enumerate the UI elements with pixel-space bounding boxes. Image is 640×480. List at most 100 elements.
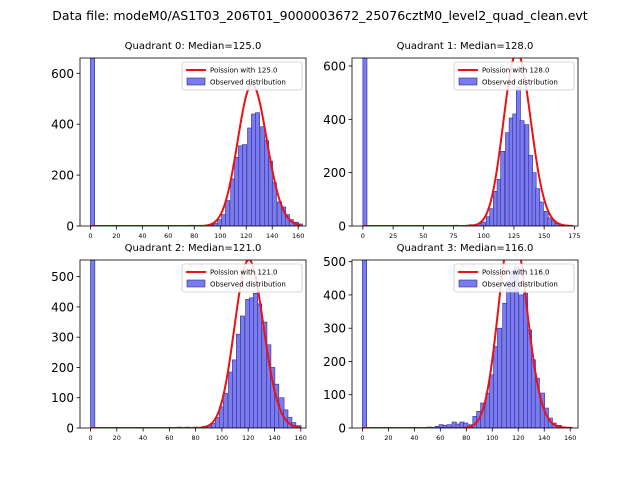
- x-tick-label: 0: [88, 434, 92, 442]
- x-tick-label: 160: [292, 232, 304, 240]
- subplot-quadrant-2: Quadrant 2: Median=121.0 0 20 40 60 80 100 120 1…: [51, 243, 307, 442]
- x-tick-label: 80: [190, 232, 198, 240]
- y-tick-label: 0: [338, 220, 346, 234]
- poisson-curve: [362, 260, 573, 428]
- subplot-quadrant-3: Quadrant 3: Median=116.0 0 20 40 60 80 100 120 1…: [323, 243, 579, 442]
- legend-observed-swatch: [186, 279, 206, 288]
- x-tick-label: 120: [512, 434, 524, 442]
- subplot-title: Quadrant 2: Median=121.0: [125, 243, 262, 254]
- y-tick-label: 400: [323, 288, 346, 302]
- x-tick-label: 120: [240, 232, 252, 240]
- y-tick-label: 200: [51, 169, 74, 183]
- x-tick-label: 125: [508, 232, 520, 240]
- x-tick-label: 160: [295, 434, 307, 442]
- subplot-title: Quadrant 3: Median=116.0: [397, 243, 534, 254]
- legend-poisson-label: Poission with 128.0: [482, 67, 550, 75]
- legend-box: [181, 263, 303, 293]
- subplot-title: Quadrant 0: Median=125.0: [125, 41, 262, 52]
- x-tick-label: 40: [138, 232, 146, 240]
- y-tick-label: 400: [51, 300, 74, 314]
- legend-observed-label: Observed distribution: [210, 281, 286, 289]
- subplot-quadrant-0: Quadrant 0: Median=125.0 0 20 40 60 80 100 120 1…: [51, 41, 307, 240]
- histogram-bars: [90, 58, 303, 226]
- axes-frame: [351, 57, 579, 227]
- y-tick-label: 0: [66, 422, 74, 436]
- histogram-bar: [497, 327, 503, 428]
- y-tick-label: 500: [51, 270, 74, 284]
- x-tick-label: 60: [164, 232, 172, 240]
- subplot-quadrant-1: Quadrant 1: Median=128.0 0 25 50 75 100 125 150…: [323, 41, 580, 240]
- y-tick-label: 600: [323, 60, 346, 74]
- y-tick-label: 300: [51, 331, 74, 345]
- histogram-bars: [90, 260, 302, 428]
- x-tick-label: 160: [564, 434, 576, 442]
- legend-poisson-label: Poission with 125.0: [210, 67, 278, 75]
- y-tick-label: 200: [51, 361, 74, 375]
- legend-observed-swatch: [458, 77, 478, 86]
- axes-frame: [79, 259, 307, 429]
- histogram-bar: [500, 151, 506, 226]
- x-tick-label: 140: [538, 434, 550, 442]
- histogram-bar: [222, 392, 228, 428]
- histogram-bar: [242, 144, 247, 226]
- legend-observed-label: Observed distribution: [210, 79, 286, 87]
- y-tick-label: 300: [323, 322, 346, 336]
- x-tick-label: 150: [538, 232, 550, 240]
- x-tick-label: 100: [486, 434, 498, 442]
- x-tick-label: 100: [216, 434, 228, 442]
- y-tick-label: 400: [323, 113, 346, 127]
- x-tick-label: 20: [112, 232, 120, 240]
- subplot-title: Quadrant 1: Median=128.0: [397, 41, 534, 52]
- legend-observed-swatch: [458, 279, 478, 288]
- legend-observed-label: Observed distribution: [482, 281, 558, 289]
- x-tick-label: 140: [268, 434, 280, 442]
- histogram-bar: [519, 120, 525, 226]
- x-tick-label: 0: [88, 232, 92, 240]
- x-tick-label: 100: [214, 232, 226, 240]
- x-tick-label: 50: [419, 232, 427, 240]
- y-tick-label: 0: [338, 422, 346, 436]
- legend: Poission with 121.0 Observed distribution: [181, 263, 303, 293]
- x-tick-label: 25: [389, 232, 397, 240]
- legend-observed-swatch: [186, 77, 206, 86]
- legend-poisson-label: Poission with 116.0: [482, 269, 550, 277]
- axes-frame: [79, 57, 307, 227]
- axes-frame: [351, 259, 579, 429]
- x-tick-label: 60: [436, 434, 444, 442]
- histogram-bar: [255, 112, 260, 226]
- histogram-bar: [225, 200, 231, 226]
- histogram-bar: [539, 201, 544, 226]
- x-tick-label: 60: [165, 434, 173, 442]
- histogram-bar: [362, 260, 367, 428]
- x-tick-label: 140: [266, 232, 278, 240]
- x-tick-label: 20: [113, 434, 121, 442]
- y-tick-label: 200: [323, 355, 346, 369]
- subplots-grid: Quadrant 0: Median=125.0 0 20 40 60 80 100 120 1…: [51, 41, 580, 442]
- legend: Poission with 116.0 Observed distribution: [453, 263, 575, 293]
- histogram-bar: [90, 58, 95, 226]
- y-tick-label: 400: [51, 118, 74, 132]
- legend-box: [453, 263, 575, 293]
- legend-observed-label: Observed distribution: [482, 79, 558, 87]
- x-tick-label: 100: [478, 232, 490, 240]
- x-tick-label: 40: [410, 434, 418, 442]
- x-tick-label: 0: [361, 232, 365, 240]
- histogram-bar: [481, 221, 486, 226]
- x-tick-label: 120: [242, 434, 254, 442]
- y-tick-label: 100: [323, 388, 346, 402]
- x-tick-label: 175: [568, 232, 580, 240]
- y-tick-label: 200: [323, 166, 346, 180]
- legend-poisson-label: Poission with 121.0: [210, 269, 278, 277]
- x-tick-label: 75: [449, 232, 457, 240]
- y-tick-label: 500: [323, 255, 346, 269]
- histogram-bar: [257, 303, 263, 428]
- x-tick-label: 20: [384, 434, 392, 442]
- histogram-bar: [240, 315, 245, 428]
- legend: Poission with 125.0 Observed distribution: [181, 61, 303, 91]
- x-tick-label: 0: [360, 434, 364, 442]
- x-tick-label: 80: [191, 434, 199, 442]
- x-tick-label: 40: [139, 434, 147, 442]
- legend: Poission with 128.0 Observed distribution: [453, 61, 575, 91]
- legend-box: [181, 61, 303, 91]
